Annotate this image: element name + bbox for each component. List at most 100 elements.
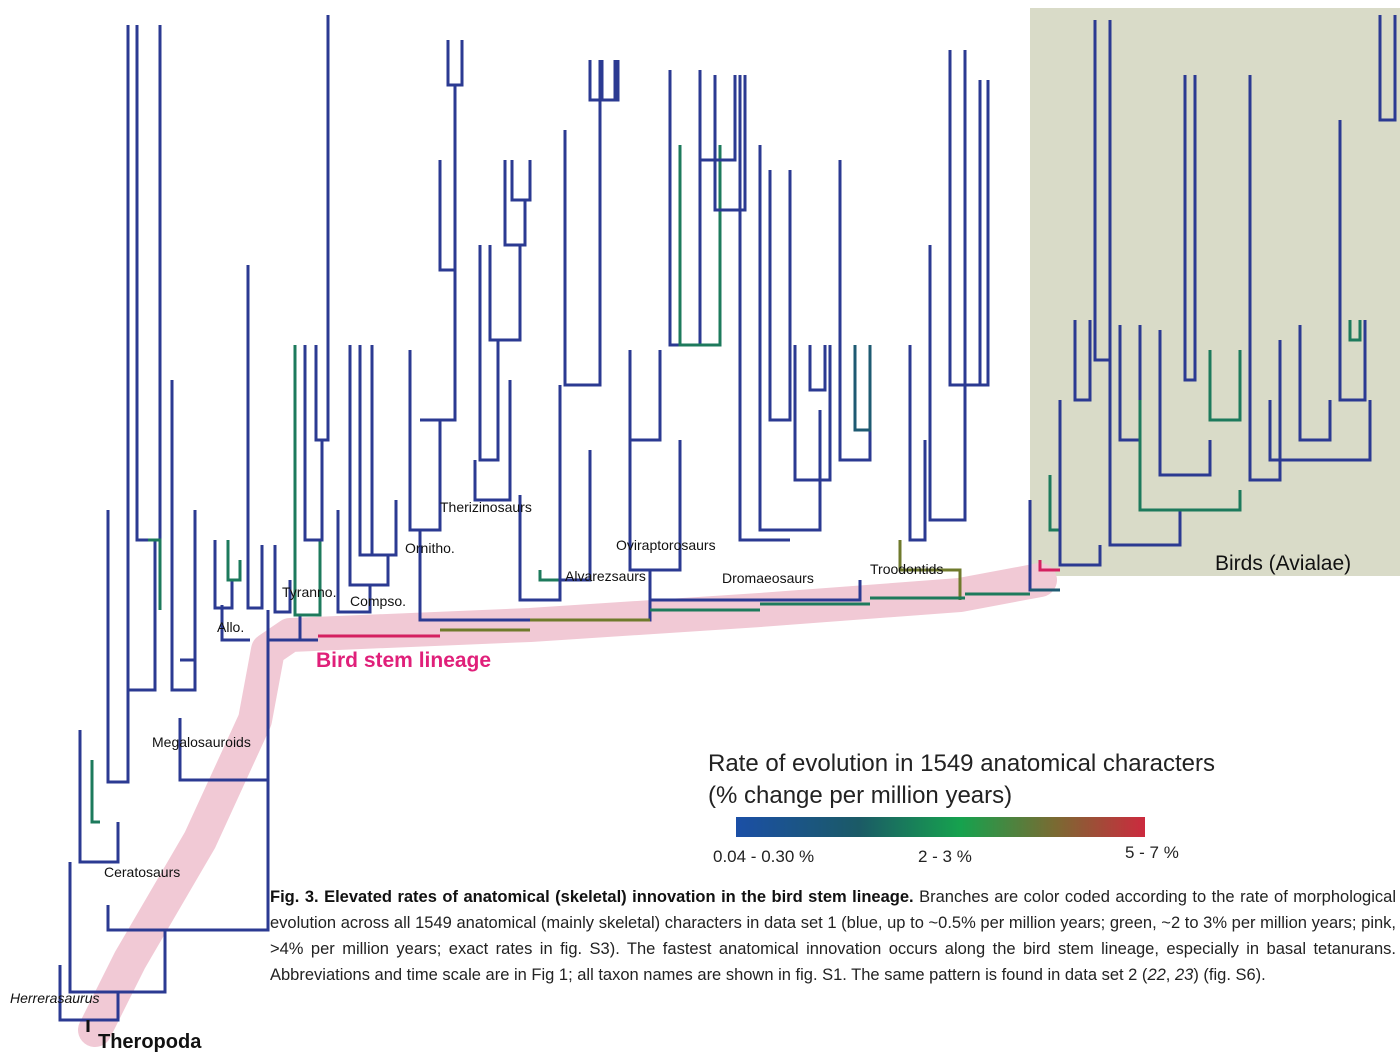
branch xyxy=(438,160,455,272)
legend-label: 5 - 7 % xyxy=(1125,843,1179,862)
branch xyxy=(963,50,990,387)
clade-label: Ornitho. xyxy=(405,540,455,556)
legend-label: 2 - 3 % xyxy=(918,847,972,866)
branch xyxy=(170,380,197,692)
branch xyxy=(336,510,372,614)
branch xyxy=(148,538,162,610)
branches xyxy=(58,15,1397,1032)
branch xyxy=(518,495,562,602)
branch xyxy=(698,75,737,162)
caption-ref: 22 xyxy=(1147,966,1166,984)
branch xyxy=(126,25,157,692)
clade-label: Dromaeosaurs xyxy=(722,570,814,586)
taxon-label: Herrerasaurus xyxy=(10,990,99,1006)
branch xyxy=(1138,400,1242,512)
branch xyxy=(1058,400,1102,567)
branch xyxy=(1248,75,1282,482)
branch xyxy=(348,345,390,587)
branch xyxy=(1348,320,1362,342)
branch xyxy=(180,510,197,662)
clade-label: Theropoda xyxy=(98,1031,202,1053)
caption-text: Branches are color coded according to th… xyxy=(270,888,1396,984)
branch xyxy=(226,540,242,582)
branch xyxy=(106,780,270,932)
branch xyxy=(1208,350,1242,422)
branch xyxy=(538,540,562,582)
clade-label: Therizinosaurs xyxy=(440,499,532,515)
branch xyxy=(420,270,457,422)
branch xyxy=(648,570,862,602)
branch xyxy=(600,60,620,102)
branch xyxy=(503,160,527,247)
caption-text: , xyxy=(1165,966,1175,984)
branch xyxy=(473,380,512,502)
branch xyxy=(78,730,120,864)
birds-box xyxy=(1030,8,1400,576)
branch xyxy=(563,60,602,387)
legend-title: (% change per million years) xyxy=(708,782,1012,809)
clade-label: Ceratosaurs xyxy=(104,864,180,880)
branch xyxy=(314,15,330,442)
branch xyxy=(838,160,872,462)
branch xyxy=(178,640,270,782)
lineage-label: Bird stem lineage xyxy=(316,649,491,672)
branch xyxy=(1108,320,1182,547)
branch xyxy=(738,75,790,542)
branch xyxy=(1073,320,1092,402)
clade-label: Compso. xyxy=(350,593,406,609)
branch xyxy=(668,70,702,347)
legend-label: 0.04 - 0.30 % xyxy=(713,847,814,866)
branch xyxy=(408,350,442,532)
branch xyxy=(220,605,250,642)
branch xyxy=(628,350,682,572)
branch xyxy=(106,510,130,784)
clade-label: Megalosauroids xyxy=(152,734,251,750)
branch xyxy=(898,540,962,600)
branch xyxy=(273,545,292,614)
branch xyxy=(678,145,722,347)
branch xyxy=(1298,325,1332,442)
branch xyxy=(793,345,832,482)
caption-text: ) (fig. S6). xyxy=(1193,966,1266,984)
legend-title: Rate of evolution in 1549 anatomical cha… xyxy=(708,750,1215,777)
branch xyxy=(478,245,500,462)
branch xyxy=(1118,325,1142,442)
branch xyxy=(446,40,464,87)
branch xyxy=(1183,75,1197,382)
branch xyxy=(68,862,167,994)
branch xyxy=(758,145,822,532)
clade-label: Troodontids xyxy=(870,561,943,577)
branch xyxy=(488,245,522,342)
branch xyxy=(1338,120,1367,402)
branch xyxy=(370,345,398,557)
branch xyxy=(558,385,592,582)
branch xyxy=(853,345,872,432)
branch xyxy=(510,160,532,202)
branch xyxy=(628,350,662,442)
caption-title: Fig. 3. Elevated rates of anatomical (sk… xyxy=(270,888,914,906)
caption: Fig. 3. Elevated rates of anatomical (sk… xyxy=(270,884,1396,988)
branch xyxy=(1093,20,1112,362)
branch xyxy=(358,345,378,557)
branch xyxy=(1268,400,1372,462)
clade-label: Alvarezsaurs xyxy=(565,568,646,584)
branch xyxy=(1378,15,1397,122)
branch xyxy=(213,540,234,610)
clade-label: Tyranno. xyxy=(282,584,336,600)
branch xyxy=(1158,330,1212,477)
branch xyxy=(768,170,792,422)
clade-label: Oviraptorosaurs xyxy=(616,537,716,553)
branch xyxy=(135,25,162,542)
branch xyxy=(908,345,927,542)
branch xyxy=(90,760,100,824)
clade-label: Allo. xyxy=(217,619,244,635)
branch xyxy=(928,245,967,522)
branch xyxy=(713,75,747,212)
branch xyxy=(808,345,827,392)
branch xyxy=(1038,560,1060,572)
clade-label: Birds (Avialae) xyxy=(1215,552,1351,575)
branch xyxy=(293,345,322,617)
branch xyxy=(303,345,324,542)
branch xyxy=(246,265,264,610)
